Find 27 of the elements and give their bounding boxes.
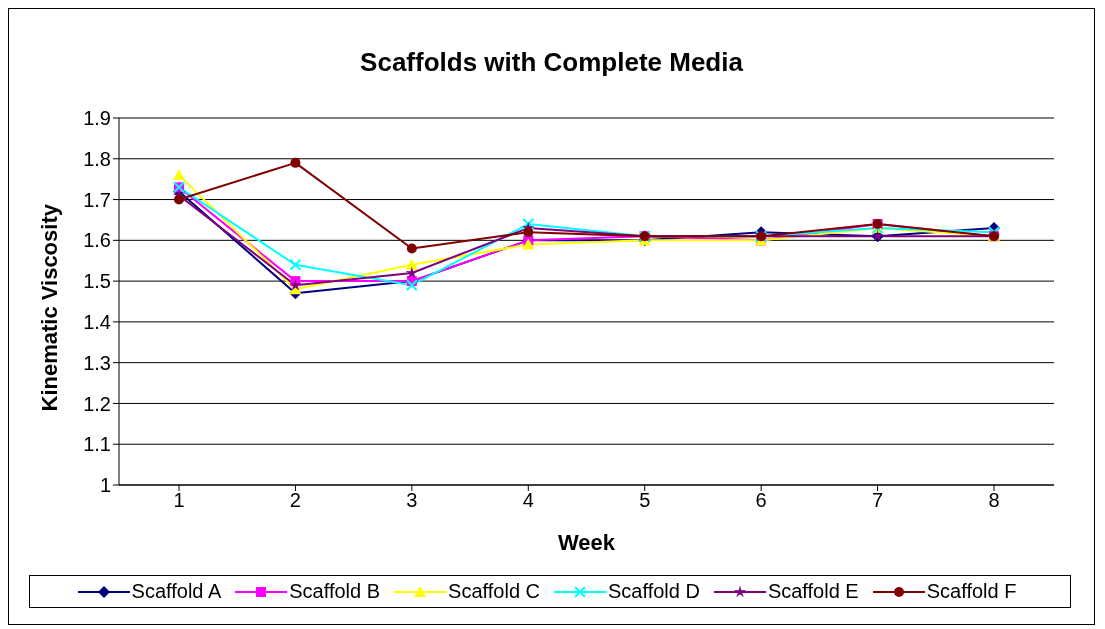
legend-label: Scaffold E	[767, 580, 859, 603]
x-tick-label: 3	[406, 489, 418, 512]
legend-label: Scaffold B	[289, 580, 381, 603]
legend-label: Scaffold A	[131, 580, 222, 603]
x-tick-label: 2	[289, 489, 301, 512]
x-tick-label: 4	[522, 489, 534, 512]
y-tick-label: 1.9	[83, 107, 111, 130]
y-tick-label: 1.5	[83, 270, 111, 293]
x-tick-label: 1	[173, 489, 185, 512]
x-tick-label: 8	[988, 489, 1000, 512]
x-axis-title: Week	[557, 530, 616, 555]
y-tick-label: 1.6	[83, 229, 111, 252]
y-tick-label: 1.8	[83, 147, 111, 170]
y-tick-label: 1	[99, 474, 111, 497]
x-tick-label: 5	[639, 489, 651, 512]
y-tick-label: 1.4	[83, 310, 111, 333]
x-tick-label: 7	[872, 489, 884, 512]
y-tick-label: 1.1	[83, 433, 111, 456]
legend-label: Scaffold F	[926, 580, 1017, 603]
y-tick-label: 1.3	[83, 351, 111, 374]
chart-title: Scaffolds with Complete Media	[359, 47, 744, 78]
legend-label: Scaffold C	[448, 580, 540, 603]
x-tick-label: 6	[755, 489, 767, 512]
y-axis-title: Kinematic Viscosity	[36, 203, 62, 412]
y-tick-label: 1.7	[83, 188, 111, 211]
legend-label: Scaffold D	[608, 580, 700, 603]
y-tick-label: 1.2	[83, 392, 111, 415]
